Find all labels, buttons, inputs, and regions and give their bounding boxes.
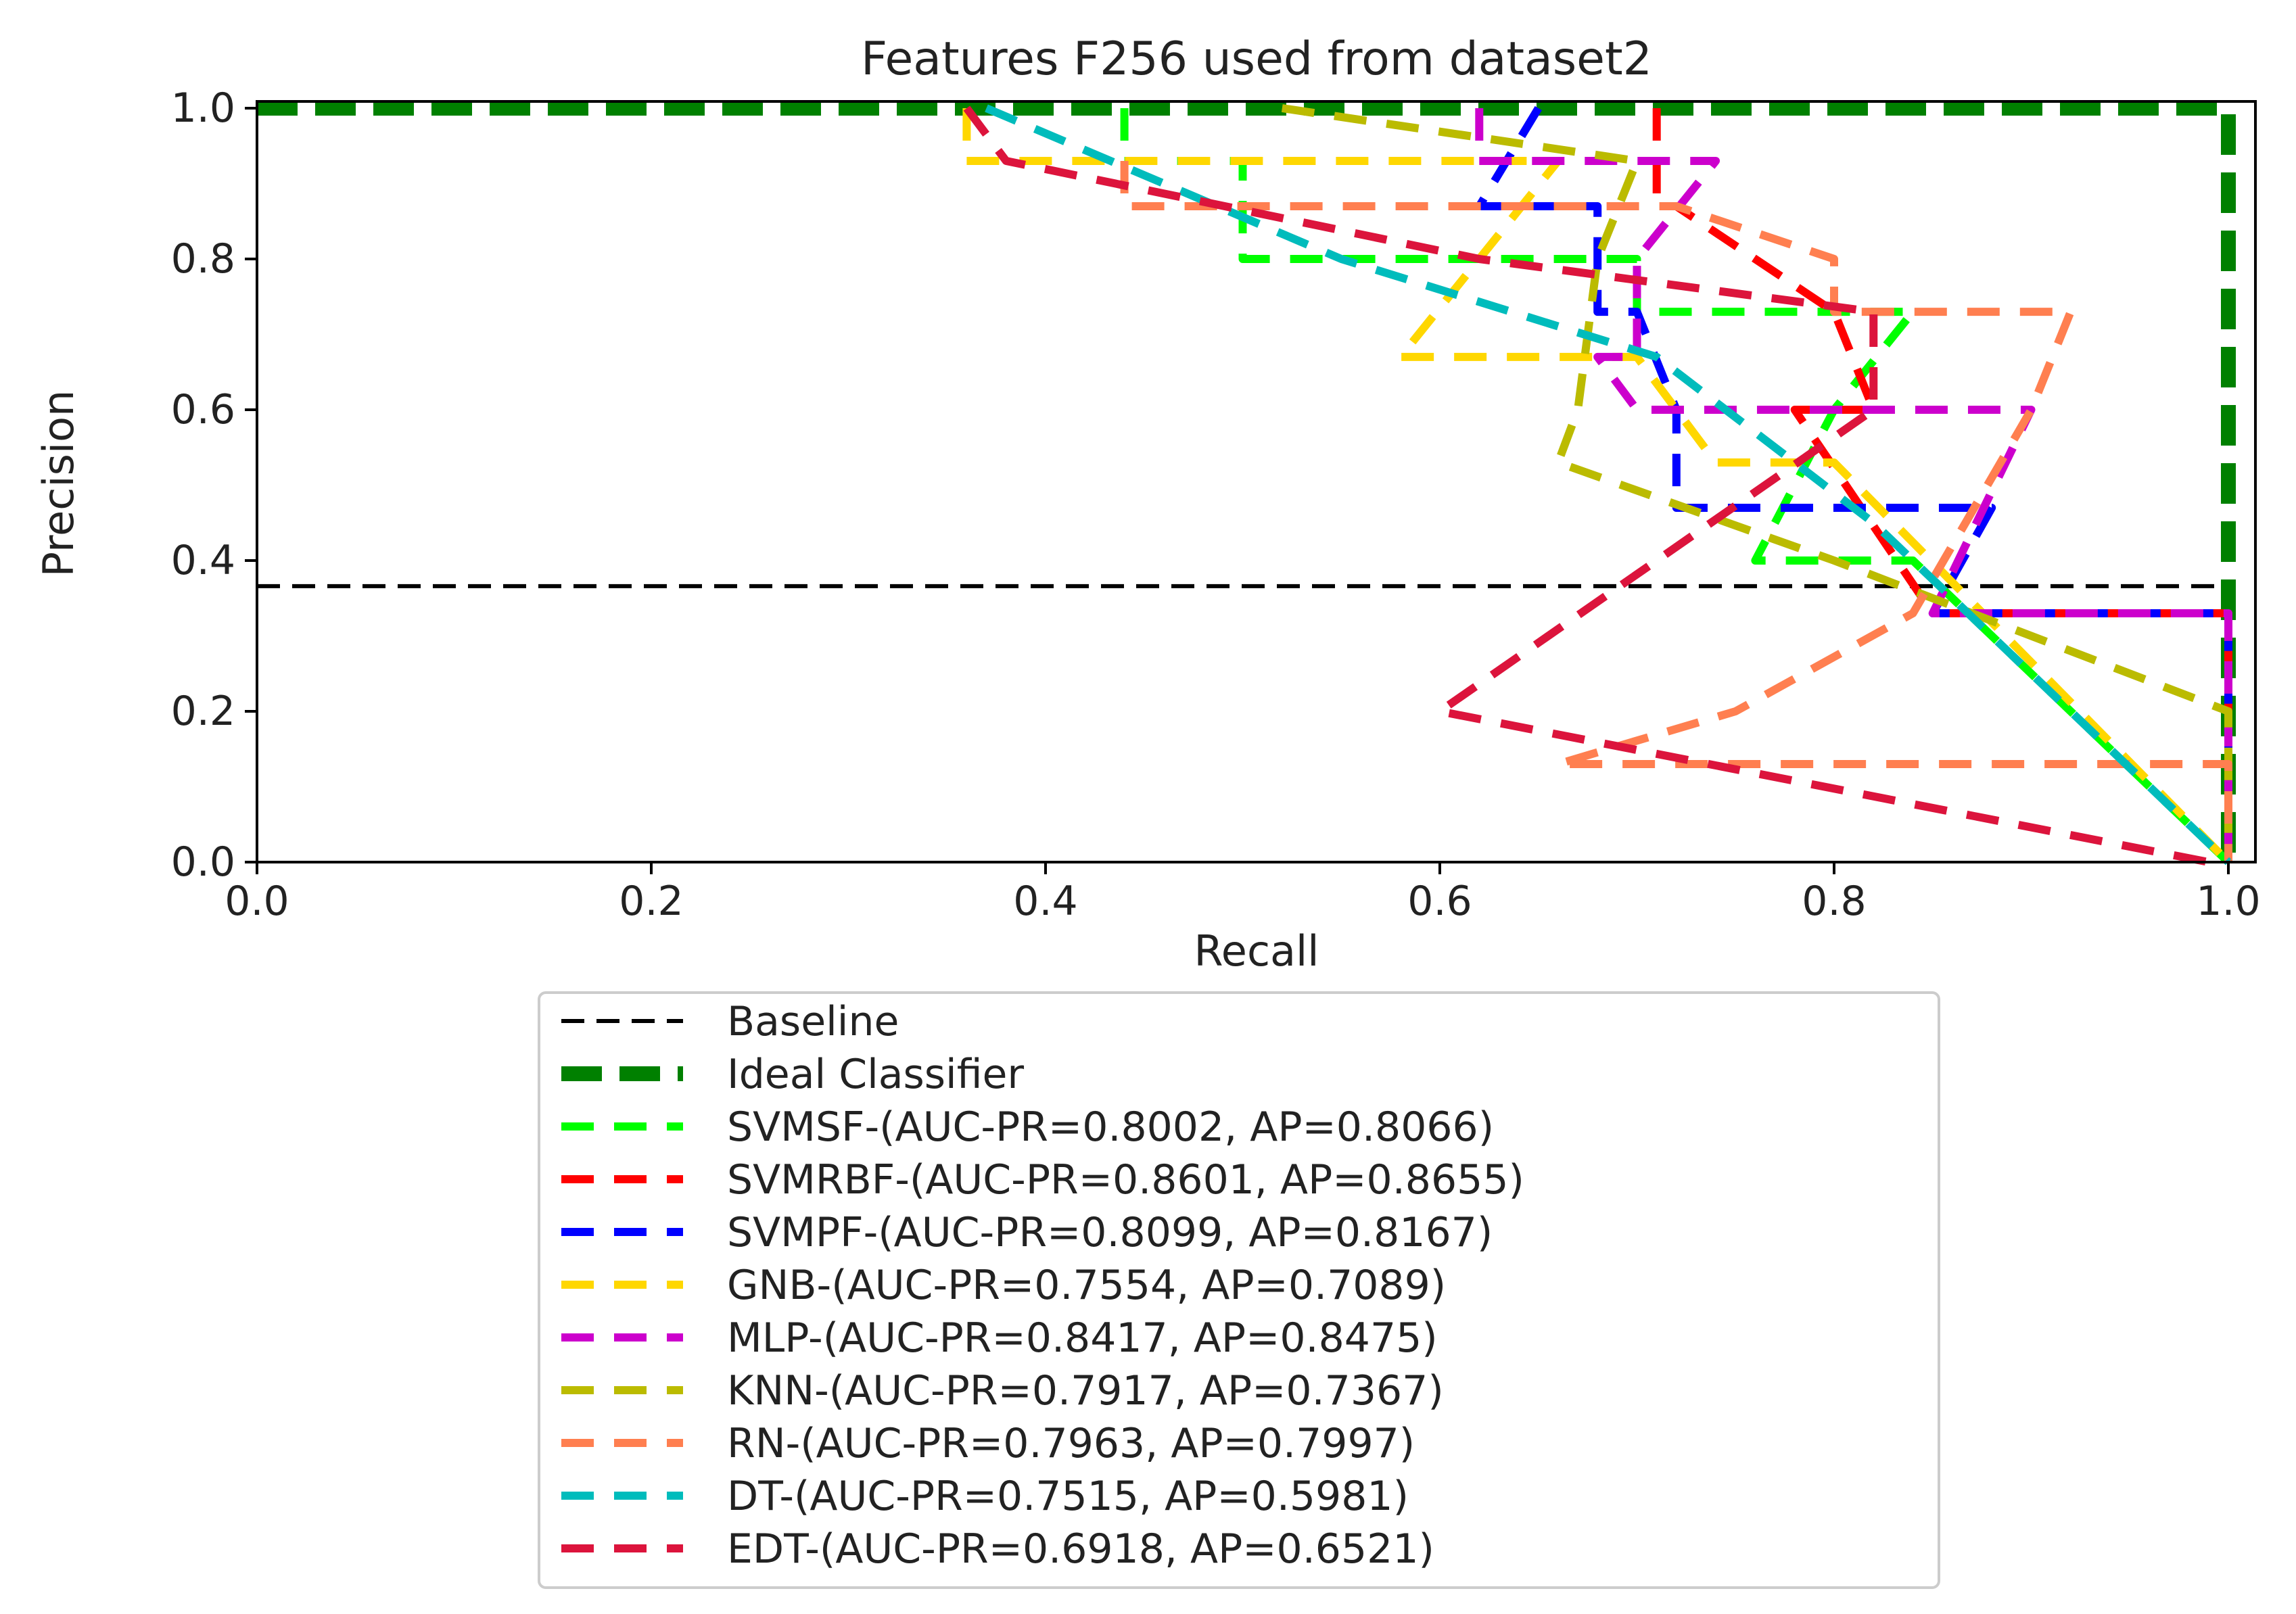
- legend-label-6: MLP-(AUC-PR=0.8417, AP=0.8475): [727, 1314, 1438, 1362]
- series-line-6: [1475, 108, 2232, 862]
- x-tick-label: 0.2: [619, 878, 683, 925]
- legend-label-4: SVMPF-(AUC-PR=0.8099, AP=0.8167): [727, 1209, 1493, 1256]
- legend-label-9: DT-(AUC-PR=0.7515, AP=0.5981): [727, 1473, 1409, 1520]
- y-tick-label: 0.2: [171, 688, 235, 735]
- chart-title: Features F256 used from dataset2: [861, 32, 1652, 86]
- legend-label-1: Ideal Classifier: [727, 1051, 1024, 1098]
- x-tick-label: 0.8: [1802, 878, 1866, 925]
- series-line-8: [1120, 161, 2232, 862]
- series-line-3: [1652, 108, 2232, 862]
- series-line-4: [1475, 105, 2232, 862]
- tick-layer: 0.0 0.2 0.4 0.6 0.8 1.0 0.0 0.2 0.4 0.6 0.8 1.0: [171, 85, 2261, 925]
- legend: Baseline Ideal Classifier SVMSF-(AUC-PR=0.…: [561, 998, 1524, 1573]
- x-axis-label: Recall: [1194, 926, 1319, 976]
- legend-label-0: Baseline: [727, 998, 899, 1045]
- x-tick-label: 0.6: [1407, 878, 1472, 925]
- legend-label-5: GNB-(AUC-PR=0.7554, AP=0.7089): [727, 1262, 1446, 1309]
- legend-label-8: RN-(AUC-PR=0.7963, AP=0.7997): [727, 1420, 1415, 1467]
- series-line-5: [962, 108, 2232, 865]
- series-line-7: [1281, 104, 2232, 862]
- x-tick-label: 0.0: [225, 878, 289, 925]
- y-tick-label: 0.8: [171, 235, 235, 283]
- y-tick-label: 0.4: [171, 537, 235, 584]
- legend-label-10: EDT-(AUC-PR=0.6918, AP=0.6521): [727, 1525, 1434, 1573]
- y-tick-label: 0.6: [171, 386, 235, 433]
- series-line-9: [985, 104, 2232, 865]
- series-line-10: [963, 105, 2209, 866]
- y-axis-label: Precision: [34, 390, 83, 577]
- legend-box: [538, 991, 1940, 1589]
- plot-frame: [256, 100, 2257, 863]
- x-tick-label: 0.4: [1013, 878, 1077, 925]
- legend-label-3: SVMRBF-(AUC-PR=0.8601, AP=0.8655): [727, 1156, 1524, 1204]
- legend-label-2: SVMSF-(AUC-PR=0.8002, AP=0.8066): [727, 1103, 1494, 1151]
- plot-layer: [257, 101, 2236, 866]
- legend-label-7: KNN-(AUC-PR=0.7917, AP=0.7367): [727, 1367, 1444, 1415]
- y-tick-label: 1.0: [171, 85, 235, 132]
- x-tick-label: 1.0: [2196, 878, 2260, 925]
- y-tick-label: 0.0: [171, 838, 235, 886]
